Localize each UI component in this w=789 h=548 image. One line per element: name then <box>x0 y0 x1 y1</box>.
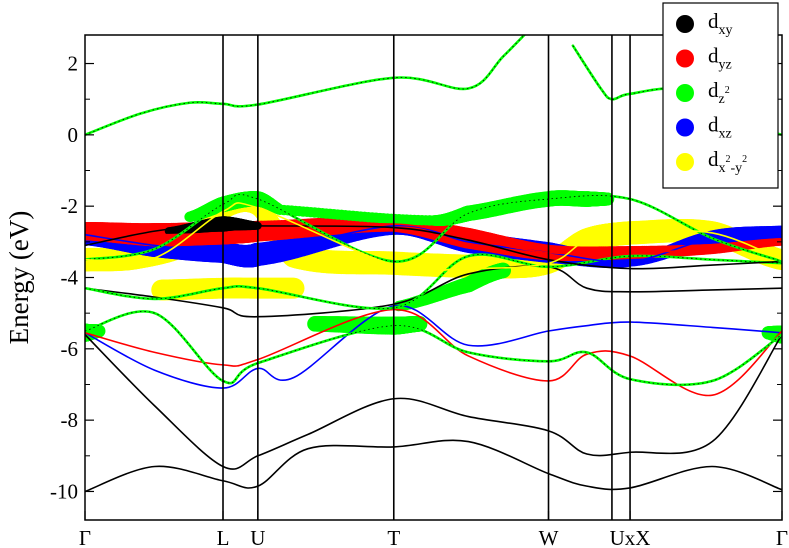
y-tick-label: -4 <box>61 266 79 290</box>
legend-label: dxz <box>708 113 732 142</box>
legend-label: dxy <box>708 9 733 38</box>
x-tick-label: UxX <box>610 526 651 548</box>
weight-series-7 <box>393 262 512 312</box>
legend-label: dx2-y2 <box>708 147 747 176</box>
legend-swatch <box>676 15 694 33</box>
band-line-12 <box>85 35 527 137</box>
band-line-dots-6 <box>85 254 782 310</box>
band-line-11 <box>85 202 782 272</box>
weight-marker <box>495 262 512 279</box>
y-axis-ticks: 2 0 -2 -4 -6 -8 -10 <box>50 52 782 503</box>
legend-label: dz2 <box>708 78 730 107</box>
x-tick-label: W <box>539 526 559 548</box>
band-line-3 <box>85 308 782 397</box>
band-line-dots-4 <box>85 311 782 386</box>
legend-swatch <box>676 118 694 137</box>
x-tick-label: L <box>217 526 230 548</box>
y-tick-label: -10 <box>50 479 78 503</box>
band-lines-layer <box>85 35 782 493</box>
band-line-dots-10 <box>85 193 782 262</box>
kpoint-dividers <box>222 35 631 520</box>
x-axis-ticks: Γ L U T W UxX Γ <box>79 511 788 548</box>
weight-series-8 <box>85 323 106 342</box>
x-tick-label: U <box>250 526 265 548</box>
legend-label: dyz <box>708 44 732 73</box>
weight-series-5 <box>184 190 615 227</box>
x-tick-label: Γ <box>776 526 788 548</box>
band-line-8 <box>85 223 782 255</box>
legend: dxy dyz dz2 dxz dx2-y2 <box>662 2 779 189</box>
band-line-dots-12 <box>85 35 525 136</box>
y-axis-title: Energy (eV) <box>4 211 34 345</box>
band-line-5 <box>85 265 782 318</box>
x-tick-label: Γ <box>79 526 91 548</box>
y-tick-label: -6 <box>61 337 79 361</box>
band-line-2 <box>85 304 782 389</box>
legend-swatch <box>676 153 694 171</box>
band-line-1 <box>85 333 782 470</box>
y-tick-label: 2 <box>68 52 79 76</box>
band-line-9 <box>85 223 782 270</box>
y-tick-label: -2 <box>61 194 79 218</box>
x-tick-label: T <box>387 526 400 548</box>
y-tick-label: -8 <box>61 408 79 432</box>
legend-swatch <box>676 84 694 102</box>
y-tick-label: 0 <box>68 123 79 147</box>
band-line-0 <box>85 439 782 493</box>
legend-swatch <box>676 49 694 68</box>
